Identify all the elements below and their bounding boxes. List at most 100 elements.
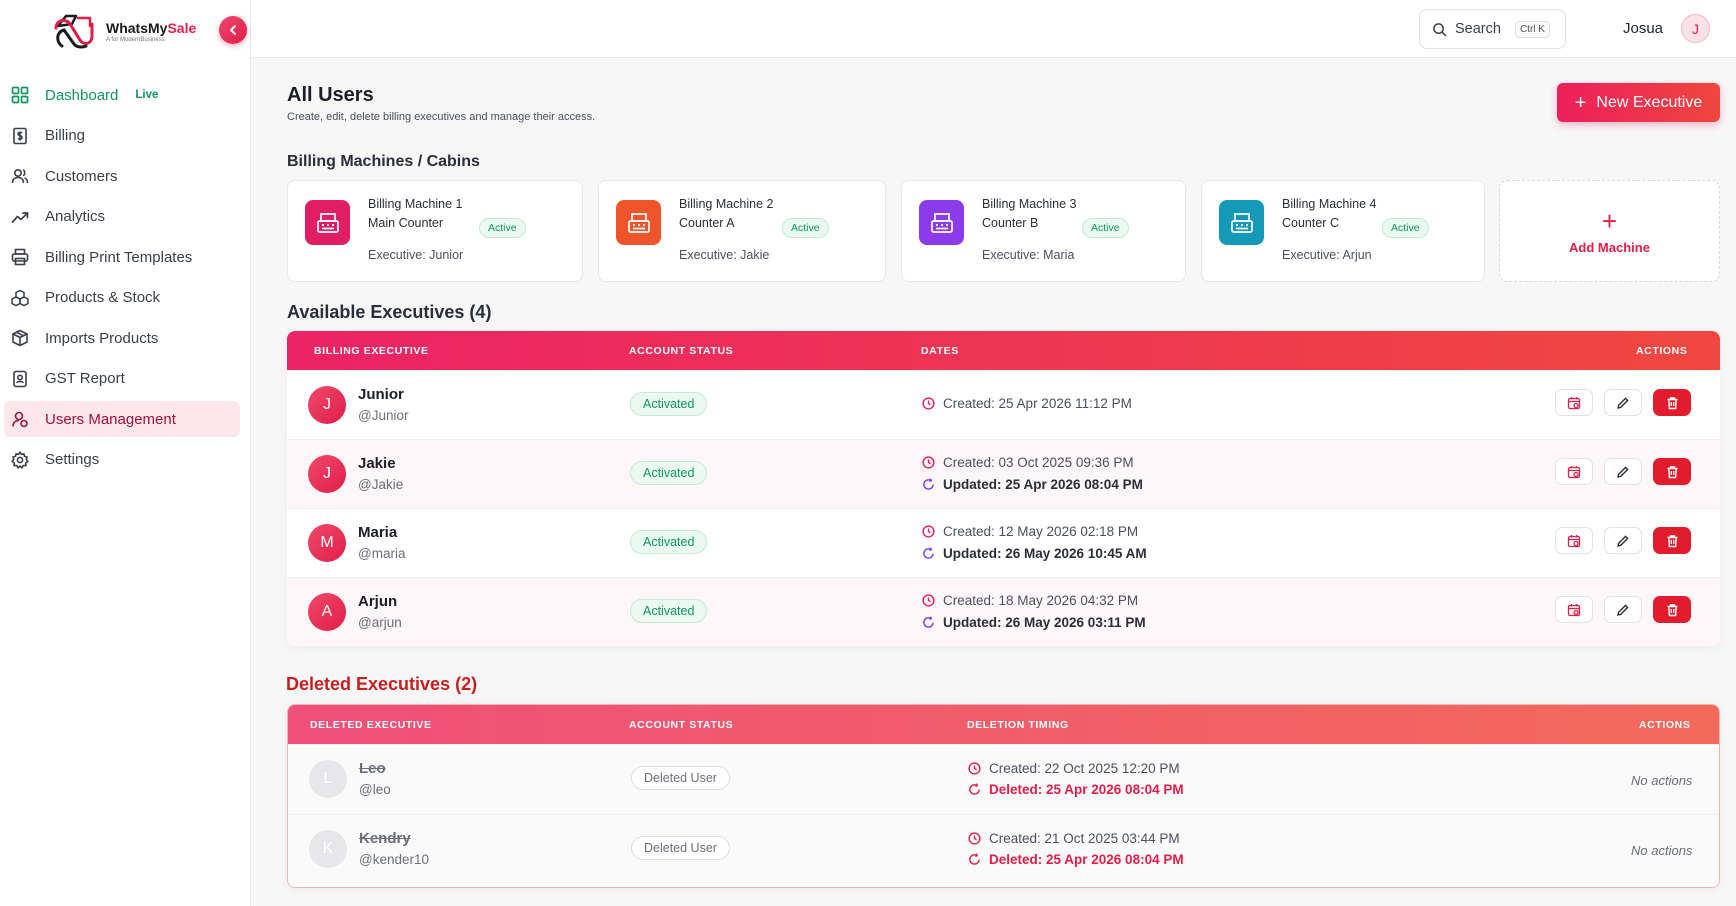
no-actions-label: No actions	[1631, 843, 1693, 858]
sidebar-item-label: Customers	[45, 167, 118, 185]
sidebar-item-label: Dashboard	[45, 86, 119, 104]
trend-icon	[10, 207, 30, 227]
created-text: Created: 21 Oct 2025 03:44 PM	[989, 831, 1180, 846]
schedule-button[interactable]	[1555, 527, 1593, 554]
created-date: Created: 22 Oct 2025 12:20 PM	[967, 761, 1180, 776]
user-name: Josua	[1623, 20, 1664, 37]
refresh-icon	[921, 478, 935, 492]
updated-date: Updated: 25 Apr 2026 08:04 PM	[921, 477, 1143, 492]
deleted-date: Deleted: 25 Apr 2026 08:04 PM	[967, 852, 1184, 867]
executive-name: Leo	[359, 760, 386, 777]
package-icon	[10, 328, 30, 348]
logo-text: WhatsMySale A for ModernBusiness	[106, 20, 196, 43]
schedule-button[interactable]	[1555, 389, 1593, 416]
search-shortcut: Ctrl K	[1514, 20, 1550, 38]
topbar: Search Ctrl K Josua J	[251, 0, 1736, 58]
refresh-icon	[967, 783, 981, 797]
machine-name: Billing Machine 3	[982, 197, 1077, 211]
sidebar-item-label: Billing	[45, 127, 86, 144]
status-badge: Active	[1382, 218, 1429, 238]
user-menu[interactable]: Josua J	[1623, 14, 1711, 43]
machine-location: Counter A	[679, 216, 735, 230]
machines-section-title: Billing Machines / Cabins	[287, 153, 480, 170]
table-header: DELETED EXECUTIVE ACCOUNT STATUS DELETIO…	[288, 705, 1719, 744]
avatar: A	[308, 593, 346, 631]
boxes-icon	[10, 288, 30, 308]
add-machine-button[interactable]: + Add Machine	[1499, 180, 1720, 282]
schedule-button[interactable]	[1555, 596, 1593, 623]
sidebar-item-dashboard[interactable]: Dashboard Live	[4, 77, 240, 113]
status-badge: Active	[1082, 218, 1129, 238]
machine-executive: Executive: Maria	[982, 248, 1075, 262]
brand-name-a: WhatsMy	[106, 19, 168, 36]
machine-executive: Executive: Jakie	[679, 248, 770, 262]
sidebar-item-customers[interactable]: Customers	[4, 158, 240, 194]
table-row: J Junior @Junior Activated Created: 25 A…	[287, 370, 1720, 439]
machine-card[interactable]: Billing Machine 4 Counter C Active Execu…	[1201, 180, 1485, 282]
sidebar-nav: Dashboard Live Billing Customers Analyti…	[4, 77, 240, 482]
deleted-section-title: Deleted Executives (2)	[286, 674, 478, 694]
pencil-icon	[1617, 465, 1629, 478]
grid-icon	[10, 85, 30, 105]
status-badge: Activated	[630, 461, 708, 485]
deleted-date: Deleted: 25 Apr 2026 08:04 PM	[967, 782, 1184, 797]
clock-icon	[967, 762, 981, 776]
sidebar-item-gst-report[interactable]: GST Report	[4, 361, 240, 397]
sidebar-item-label: Settings	[45, 451, 100, 468]
edit-button[interactable]	[1604, 596, 1642, 623]
chevron-left-icon	[230, 25, 236, 35]
new-executive-button[interactable]: + New Executive	[1557, 83, 1720, 122]
plus-icon: +	[1574, 91, 1587, 114]
collapse-sidebar-button[interactable]	[219, 16, 247, 44]
plus-icon: +	[1601, 205, 1618, 236]
sidebar-item-products-stock[interactable]: Products & Stock	[4, 280, 240, 316]
machine-location: Counter B	[982, 216, 1039, 230]
sidebar-item-label: GST Report	[45, 370, 125, 387]
logo-mark-icon	[52, 12, 98, 50]
sidebar-item-label: Imports Products	[45, 329, 159, 347]
schedule-button[interactable]	[1555, 458, 1593, 485]
created-text: Created: 18 May 2026 04:32 PM	[943, 593, 1139, 608]
cash-register-icon	[305, 200, 350, 245]
sidebar-item-label: Users Management	[45, 410, 176, 428]
table-row: L Leo @leo Deleted User Created: 22 Oct …	[288, 744, 1719, 814]
machine-card[interactable]: Billing Machine 2 Counter A Active Execu…	[598, 180, 886, 282]
delete-button[interactable]	[1653, 596, 1691, 623]
created-date: Created: 18 May 2026 04:32 PM	[921, 593, 1138, 608]
edit-button[interactable]	[1604, 458, 1642, 485]
sidebar-item-settings[interactable]: Settings	[4, 442, 240, 478]
machine-location: Counter C	[1282, 216, 1339, 230]
machine-card[interactable]: Billing Machine 1 Main Counter Active Ex…	[287, 180, 583, 282]
sidebar-item-print-templates[interactable]: Billing Print Templates	[4, 239, 240, 275]
status-badge: Activated	[630, 530, 708, 554]
edit-button[interactable]	[1604, 527, 1642, 554]
calendar-clock-icon	[1567, 534, 1581, 547]
executive-handle: @Junior	[358, 408, 409, 423]
search-box[interactable]: Search Ctrl K	[1419, 9, 1566, 49]
delete-button[interactable]	[1653, 458, 1691, 485]
delete-button[interactable]	[1653, 527, 1691, 554]
table-row: M Maria @maria Activated Created: 12 May…	[287, 508, 1720, 577]
sidebar-item-users-management[interactable]: Users Management	[4, 401, 240, 437]
status-badge: Active	[782, 218, 829, 238]
avatar[interactable]: J	[1681, 14, 1711, 43]
delete-button[interactable]	[1653, 389, 1691, 416]
trash-icon	[1667, 465, 1677, 478]
created-date: Created: 25 Apr 2026 11:12 PM	[921, 396, 1132, 411]
new-executive-label: New Executive	[1596, 93, 1703, 111]
available-executives-table: BILLING EXECUTIVE ACCOUNT STATUS DATES A…	[287, 331, 1720, 646]
sidebar-item-imports-products[interactable]: Imports Products	[4, 320, 240, 356]
avatar: J	[308, 455, 346, 493]
edit-button[interactable]	[1604, 389, 1642, 416]
deleted-text: Deleted: 25 Apr 2026 08:04 PM	[989, 782, 1184, 797]
executive-handle: @leo	[359, 782, 391, 797]
sidebar-item-analytics[interactable]: Analytics	[4, 199, 240, 235]
column-header: ACTIONS	[1636, 345, 1688, 357]
avatar: M	[308, 524, 346, 562]
pencil-icon	[1617, 603, 1629, 616]
machine-card[interactable]: Billing Machine 3 Counter B Active Execu…	[901, 180, 1186, 282]
column-header: DELETED EXECUTIVE	[310, 719, 432, 731]
sidebar-item-label: Billing Print Templates	[45, 248, 193, 266]
sidebar-item-billing[interactable]: Billing	[4, 118, 240, 154]
app-logo[interactable]: WhatsMySale A for ModernBusiness	[52, 12, 196, 50]
